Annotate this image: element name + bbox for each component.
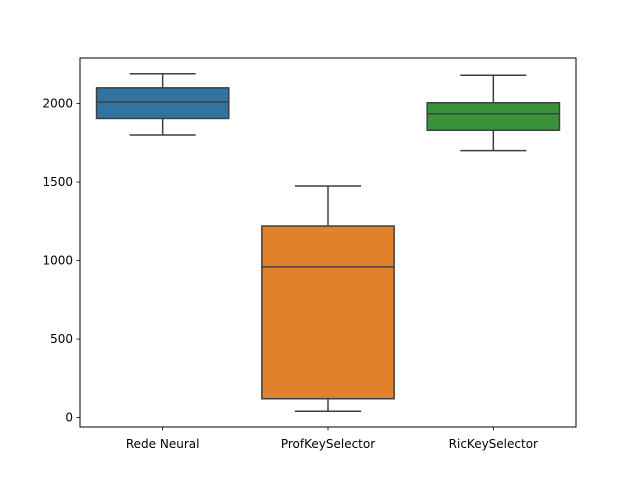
- box-profkeyselector: [261, 185, 395, 413]
- x-tick-label: RicKeySelector: [449, 437, 538, 451]
- x-tick-label: Rede Neural: [126, 437, 200, 451]
- x-axis: Rede Neural ProfKeySelector RicKeySelector: [126, 427, 538, 451]
- box-body: [261, 225, 395, 400]
- y-tick-label: 1500: [42, 175, 73, 189]
- y-axis: 0 500 1000 1500 2000: [42, 97, 80, 425]
- boxes-layer: [95, 72, 561, 413]
- box-body: [95, 87, 230, 120]
- y-tick-label: 2000: [42, 97, 73, 111]
- y-tick-label: 1000: [42, 254, 73, 268]
- box-rede-neural: [95, 72, 230, 136]
- box-body: [426, 102, 561, 131]
- y-tick-label: 0: [65, 411, 73, 425]
- y-tick-label: 500: [50, 332, 73, 346]
- x-tick-label: ProfKeySelector: [281, 437, 375, 451]
- box-rickeyselector: [426, 74, 561, 152]
